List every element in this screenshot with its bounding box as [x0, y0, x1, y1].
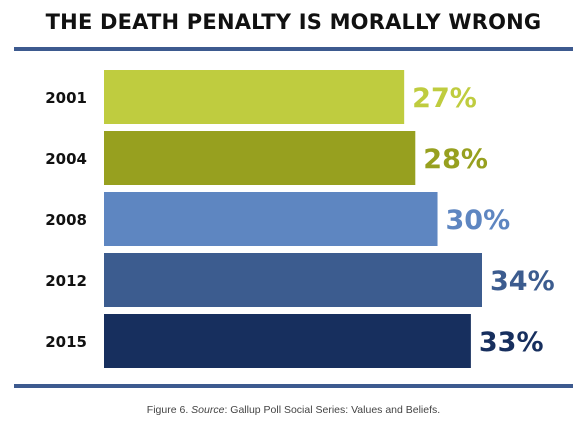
value-label-2001: 27% — [412, 83, 477, 114]
value-label-2004: 28% — [423, 144, 488, 175]
caption-source-label: Source — [191, 404, 225, 416]
top-divider — [14, 47, 573, 51]
caption-prefix: Figure 6. — [146, 404, 192, 416]
bottom-divider — [14, 384, 573, 388]
caption-suffix: : Gallup Poll Social Series: Values and … — [224, 404, 441, 416]
category-label-2008: 2008 — [45, 211, 87, 229]
bar-2015 — [104, 314, 471, 368]
bar-2004 — [104, 131, 416, 185]
category-label-2004: 2004 — [45, 150, 87, 168]
bar-2012 — [104, 253, 482, 307]
category-label-2012: 2012 — [45, 272, 87, 290]
value-label-2008: 30% — [446, 205, 511, 236]
chart-title: THE DEATH PENALTY IS MORALLY WRONG — [45, 10, 542, 34]
category-label-2015: 2015 — [45, 333, 87, 351]
category-label-2001: 2001 — [45, 89, 87, 107]
value-label-2012: 34% — [490, 266, 555, 297]
figure-caption: Figure 6. Source: Gallup Poll Social Ser… — [0, 404, 587, 416]
bar-2008 — [104, 192, 438, 246]
bar-2001 — [104, 70, 405, 124]
value-label-2015: 33% — [479, 327, 544, 358]
